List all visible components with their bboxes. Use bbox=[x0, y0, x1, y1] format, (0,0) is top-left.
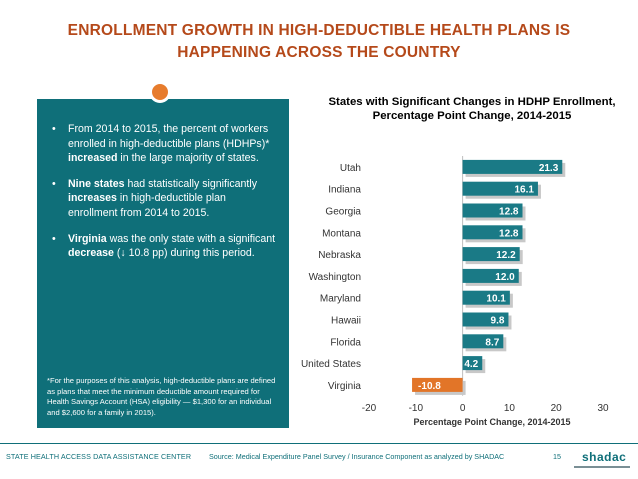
category-label: Indiana bbox=[328, 185, 361, 196]
category-label: Montana bbox=[322, 228, 361, 239]
slide-title-line1: ENROLLMENT GROWTH IN HIGH-DEDUCTIBLE HEA… bbox=[67, 22, 571, 39]
data-label: 8.7 bbox=[485, 337, 499, 348]
logo-text: shadac bbox=[582, 450, 627, 464]
category-label: United States bbox=[301, 359, 361, 370]
x-tick-label: -20 bbox=[362, 403, 377, 414]
x-tick-label: 0 bbox=[460, 403, 466, 414]
accent-dot-icon bbox=[149, 81, 171, 103]
bullet-2-text-b: in high-deductible plan enrollment from … bbox=[68, 192, 226, 219]
bar-hawaii bbox=[462, 312, 509, 327]
bullet-3-bold: Virginia bbox=[68, 232, 107, 245]
bar-washington bbox=[462, 268, 519, 283]
category-label: Florida bbox=[330, 337, 361, 348]
page-number: 15 bbox=[553, 452, 561, 461]
bullet-2-bold2: increases bbox=[68, 192, 117, 205]
bullet-1: • From 2014 to 2015, the percent of work… bbox=[52, 122, 278, 166]
bullet-2: • Nine states had statistically signific… bbox=[52, 177, 278, 221]
bullet-1-bold: increased bbox=[68, 152, 118, 165]
x-axis-label: Percentage Point Change, 2014-2015 bbox=[413, 417, 570, 427]
data-label: 12.0 bbox=[495, 272, 515, 283]
category-label: Georgia bbox=[325, 207, 361, 218]
category-label: Hawaii bbox=[331, 316, 361, 327]
footer-source: Source: Medical Expenditure Panel Survey… bbox=[209, 452, 505, 461]
bullet-3-text-a: was the only state with a significant bbox=[106, 232, 276, 245]
logo-underline bbox=[574, 466, 630, 468]
bar-virginia bbox=[412, 377, 463, 392]
bullet-3-bold2: decrease bbox=[68, 247, 114, 260]
bar-nebraska bbox=[462, 247, 520, 262]
category-label: Utah bbox=[340, 163, 361, 174]
category-label: Nebraska bbox=[318, 250, 361, 261]
bullet-2-bold: Nine states bbox=[68, 177, 125, 190]
footer-divider bbox=[0, 443, 638, 444]
data-label: 12.2 bbox=[496, 250, 516, 261]
footer-org: STATE HEALTH ACCESS DATA ASSISTANCE CENT… bbox=[6, 452, 192, 461]
data-label: 16.1 bbox=[514, 185, 534, 196]
x-tick-label: -10 bbox=[409, 403, 424, 414]
data-label: 4.2 bbox=[464, 359, 478, 370]
data-label: 9.8 bbox=[491, 316, 505, 327]
bullet-list: • From 2014 to 2015, the percent of work… bbox=[52, 122, 278, 272]
bar-maryland bbox=[462, 290, 510, 305]
category-label: Maryland bbox=[320, 294, 361, 305]
chart-title: States with Significant Changes in HDHP … bbox=[328, 96, 616, 122]
bullet-3-text-b: (↓ 10.8 pp) during this period. bbox=[113, 247, 255, 260]
data-label: -10.8 bbox=[418, 381, 441, 392]
slide-title-line2: HAPPENING ACROSS THE COUNTRY bbox=[177, 44, 461, 61]
x-tick-label: 20 bbox=[551, 403, 563, 414]
x-tick-label: 30 bbox=[597, 403, 609, 414]
bar-chart: 21.3 Utah 16.1 Indiana 12.8 Georgia 12.8 Montan… bbox=[301, 156, 609, 427]
bullet-1-text-a: From 2014 to 2015, the percent of worker… bbox=[68, 123, 270, 150]
bar-indiana bbox=[462, 181, 538, 196]
bar-georgia bbox=[462, 203, 523, 218]
bullet-dot-icon: • bbox=[52, 123, 56, 135]
bar-montana bbox=[462, 225, 523, 240]
category-label: Washington bbox=[309, 272, 361, 283]
bullet-1-text-b: in the large majority of states. bbox=[117, 152, 259, 165]
bar-united-states bbox=[462, 356, 483, 371]
category-label: Virginia bbox=[328, 381, 362, 392]
bullet-dot-icon: • bbox=[52, 232, 56, 245]
footnote: *For the purposes of this analysis, high… bbox=[47, 376, 276, 417]
bar-florida bbox=[462, 334, 504, 349]
bullet-2-text-a: had statistically significantly bbox=[124, 177, 258, 190]
shadac-logo: shadac bbox=[568, 445, 630, 475]
data-label: 10.1 bbox=[486, 294, 506, 305]
data-label: 21.3 bbox=[539, 163, 559, 174]
bullet-3: • Virginia was the only state with a sig… bbox=[52, 232, 278, 261]
x-tick-label: 10 bbox=[504, 403, 516, 414]
slide-title: ENROLLMENT GROWTH IN HIGH-DEDUCTIBLE HEA… bbox=[0, 20, 638, 64]
bullet-dot-icon: • bbox=[52, 177, 56, 190]
data-label: 12.8 bbox=[499, 228, 519, 239]
data-label: 12.8 bbox=[499, 207, 519, 218]
summary-panel bbox=[37, 99, 289, 428]
bar-utah bbox=[462, 159, 563, 174]
